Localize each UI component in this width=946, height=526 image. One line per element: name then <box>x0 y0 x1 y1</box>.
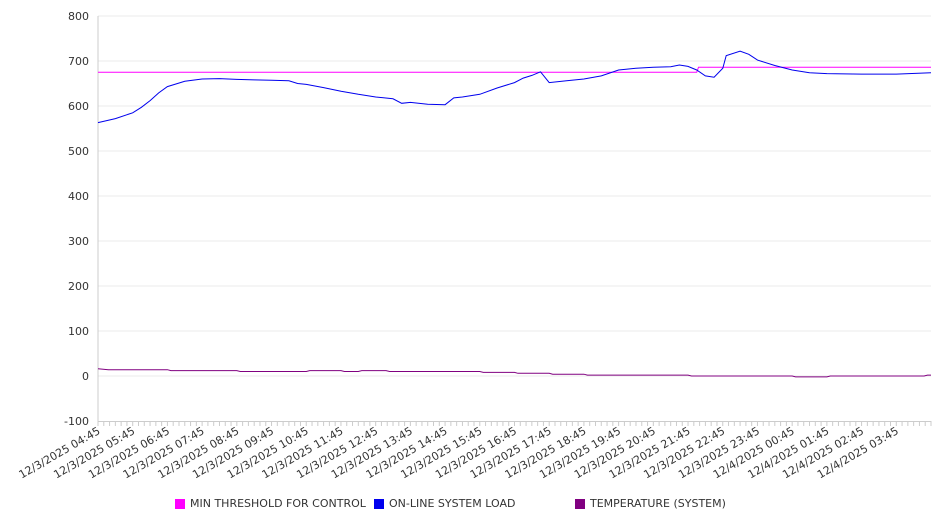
legend-item-system-load[interactable]: ON-LINE SYSTEM LOAD <box>374 497 515 510</box>
legend-swatch <box>374 498 384 509</box>
y-tick-label: -100 <box>64 415 89 428</box>
y-tick-label: 800 <box>68 10 89 23</box>
y-tick-label: 400 <box>68 190 89 203</box>
y-tick-label: 500 <box>68 145 89 158</box>
gridlines <box>98 15 931 377</box>
series-line-on-line-system-load <box>97 50 932 124</box>
series-lines <box>97 50 932 378</box>
y-tick-label: 600 <box>68 100 89 113</box>
legend-label: MIN THRESHOLD FOR CONTROL <box>190 497 366 510</box>
legend-swatch <box>575 498 585 509</box>
legend-item-min-threshold[interactable]: MIN THRESHOLD FOR CONTROL <box>175 497 366 510</box>
series-line-temperature-system <box>97 368 931 378</box>
y-tick-label: 0 <box>82 370 89 383</box>
legend-swatch <box>175 498 185 509</box>
y-tick-label: 300 <box>68 235 89 248</box>
y-axis: -100 0 100 200 300 400 500 600 700 800 <box>64 10 89 428</box>
series-line-min-threshold-for-control <box>98 66 931 73</box>
legend: MIN THRESHOLD FOR CONTROL ON-LINE SYSTEM… <box>0 497 946 515</box>
y-tick-label: 200 <box>68 280 89 293</box>
legend-label: TEMPERATURE (SYSTEM) <box>590 497 726 510</box>
legend-item-temperature[interactable]: TEMPERATURE (SYSTEM) <box>575 497 726 510</box>
y-tick-label: 700 <box>68 55 89 68</box>
y-tick-label: 100 <box>68 325 89 338</box>
legend-label: ON-LINE SYSTEM LOAD <box>389 497 516 510</box>
